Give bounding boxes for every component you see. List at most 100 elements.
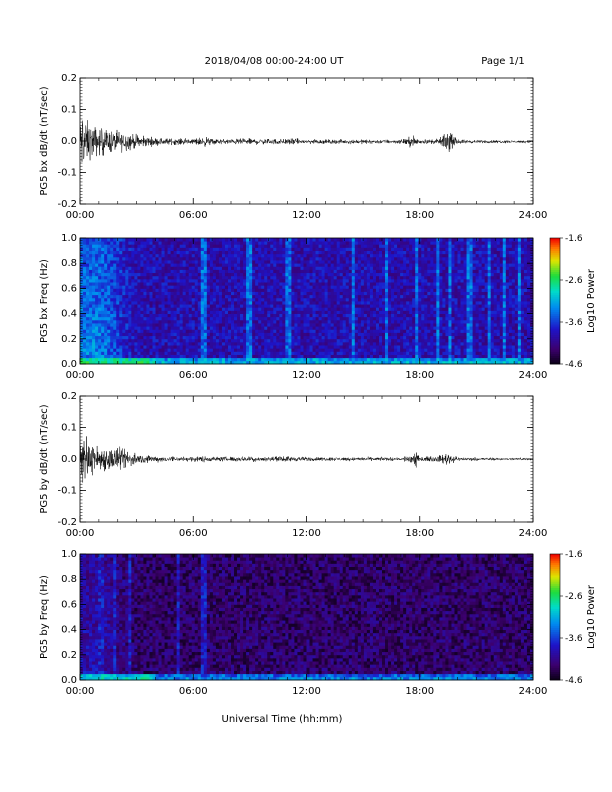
heatmap-cell [334,342,337,346]
heatmap-cell [376,273,379,277]
heatmap-cell [370,285,373,289]
heatmap-cell [328,336,331,340]
heatmap-cell [131,358,134,362]
heatmap-cell [355,292,358,296]
heatmap-cell [346,292,349,296]
heatmap-cell [252,254,255,258]
heatmap-cell [89,301,92,305]
heatmap-cell [430,314,433,318]
heatmap-cell [80,288,83,292]
heatmap-cell [183,270,186,274]
heatmap-cell [352,329,355,333]
heatmap-cell [310,276,313,280]
heatmap-cell [89,348,92,352]
heatmap-cell [189,301,192,305]
heatmap-cell [273,355,276,359]
heatmap-cell [246,348,249,352]
heatmap-cell [394,273,397,277]
heatmap-cell [424,333,427,337]
heatmap-cell [276,333,279,337]
heatmap-cell [276,345,279,349]
heatmap-cell [143,320,146,324]
heatmap-cell [291,342,294,346]
heatmap-cell [255,351,258,355]
heatmap-cell [358,348,361,352]
heatmap-cell [352,351,355,355]
heatmap-cell [294,304,297,308]
heatmap-cell [119,276,122,280]
heatmap-cell [307,342,310,346]
heatmap-cell [116,310,119,314]
heatmap-cell [379,251,382,255]
heatmap-cell [249,342,252,346]
heatmap-cell [343,282,346,286]
heatmap-cell [313,336,316,340]
heatmap-cell [273,320,276,324]
heatmap-cell [285,348,288,352]
heatmap-cell [337,292,340,296]
heatmap-cell [210,282,213,286]
heatmap-cell [331,244,334,248]
heatmap-cell [334,339,337,343]
heatmap-cell [358,247,361,251]
heatmap-cell [294,282,297,286]
heatmap-cell [282,288,285,292]
heatmap-cell [210,304,213,308]
heatmap-cell [113,270,116,274]
heatmap-cell [143,329,146,333]
heatmap-cell [228,307,231,311]
heatmap-cell [95,345,98,349]
heatmap-cell [261,298,264,302]
heatmap-cell [240,326,243,330]
heatmap-cell [240,358,243,362]
heatmap-cell [325,317,328,321]
heatmap-cell [376,342,379,346]
heatmap-cell [113,323,116,327]
heatmap-cell [228,251,231,255]
heatmap-cell [113,304,116,308]
heatmap-cell [116,292,119,296]
heatmap-cell [433,336,436,340]
heatmap-cell [162,329,165,333]
heatmap-cell [137,355,140,359]
heatmap-cell [243,270,246,274]
heatmap-cell [307,317,310,321]
heatmap-cell [137,292,140,296]
heatmap-cell [394,358,397,362]
heatmap-cell [252,238,255,242]
heatmap-cell [101,260,104,264]
heatmap-cell [174,317,177,321]
heatmap-cell [334,273,337,277]
heatmap-cell [291,310,294,314]
heatmap-cell [439,298,442,302]
heatmap-cell [171,257,174,261]
heatmap-cell [116,260,119,264]
heatmap-cell [149,358,152,362]
heatmap-cell [255,298,258,302]
heatmap-cell [310,317,313,321]
heatmap-cell [282,260,285,264]
heatmap-cell [424,301,427,305]
heatmap-cell [180,295,183,299]
heatmap-cell [180,333,183,337]
heatmap-cell [137,257,140,261]
heatmap-cell [168,279,171,283]
heatmap-cell [258,270,261,274]
heatmap-cell [273,241,276,245]
heatmap-cell [165,333,168,337]
heatmap-cell [131,326,134,330]
heatmap-cell [219,282,222,286]
heatmap-cell [237,358,240,362]
heatmap-cell [355,317,358,321]
heatmap-cell [439,336,442,340]
heatmap-cell [316,270,319,274]
heatmap-cell [352,320,355,324]
heatmap-cell [83,244,86,248]
heatmap-cell [89,273,92,277]
heatmap-cell [210,342,213,346]
heatmap-cell [237,307,240,311]
heatmap-cell [183,273,186,277]
heatmap-cell [367,355,370,359]
heatmap-cell [92,247,95,251]
heatmap-cell [95,301,98,305]
